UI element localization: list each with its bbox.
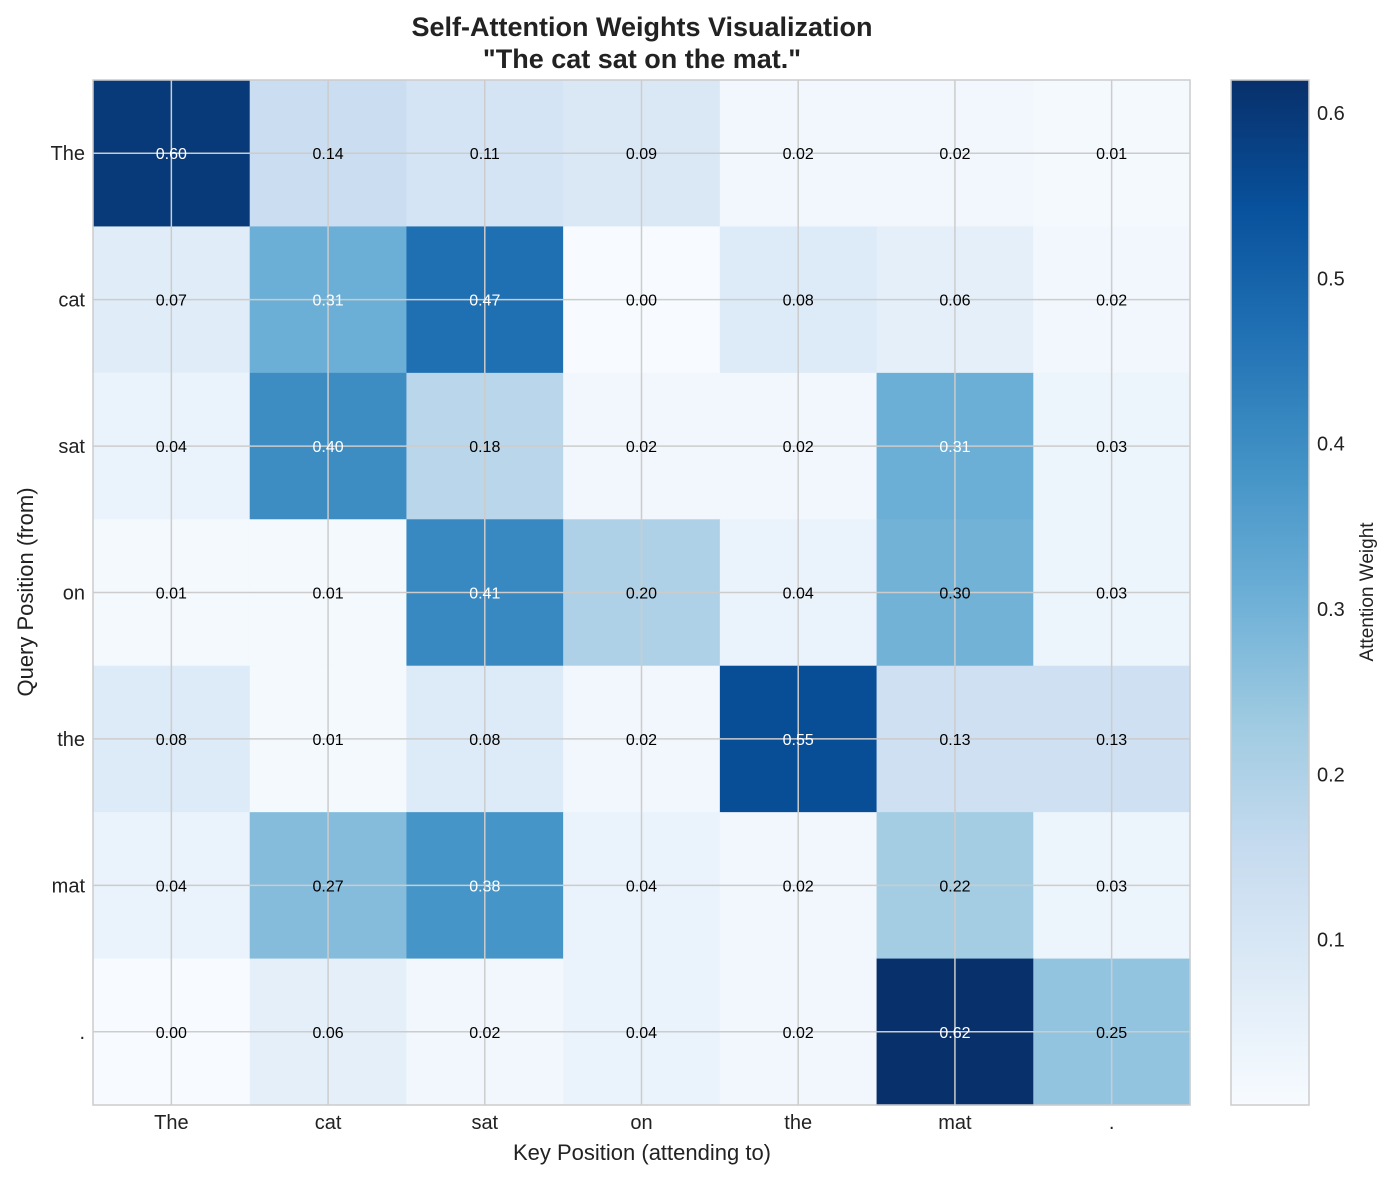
cell-value-label: 0.38 [469,878,500,895]
cell-value-label: 0.04 [783,586,814,603]
cell-value-label: 0.14 [313,146,344,163]
colorbar [1230,79,1310,1106]
y-axis-ticks: The cat sat on the mat. [51,143,86,1044]
colorbar-tick-label: 0.2 [1317,764,1345,786]
cell-value-label: 0.04 [156,439,187,456]
cell-value-label: 0.09 [626,146,657,163]
cell-value-label: 0.03 [1096,586,1127,603]
x-tick-label: mat [938,1112,972,1134]
x-axis-ticks: The cat sat on the mat. [154,1112,1114,1134]
cell-value-label: 0.08 [156,732,187,749]
colorbar-tick-label: 0.6 [1317,103,1345,125]
x-tick-label: cat [315,1112,342,1134]
cell-value-label: 0.03 [1096,439,1127,456]
cell-value-label: 0.11 [470,146,500,163]
cell-value-label: 0.30 [939,586,970,603]
heatmap-cell-labels: 0.60 0.14 0.11 0.09 0.02 0.02 0.01 0.07 0.31 0.47… [156,146,1128,1042]
cell-value-label: 0.13 [1096,732,1127,749]
x-tick-label: on [630,1112,652,1134]
x-tick-label: The [154,1112,188,1134]
cell-value-label: 0.02 [783,146,814,163]
y-tick-label: cat [58,290,85,312]
y-tick-label: the [57,729,85,751]
cell-value-label: 0.02 [626,439,657,456]
cell-value-label: 0.04 [156,878,187,895]
cell-value-label: 0.18 [469,439,500,456]
plot-frame [92,79,1191,1106]
cell-value-label: 0.06 [939,293,970,310]
cell-value-label: 0.41 [469,586,500,603]
cell-value-label: 0.20 [626,586,657,603]
colorbar-tick-label: 0.3 [1317,599,1345,621]
heatmap-grid [93,80,1190,1105]
cell-value-label: 0.62 [939,1025,970,1042]
colorbar-tick-label: 0.1 [1317,930,1345,952]
y-tick-label: sat [58,436,85,458]
cell-value-label: 0.04 [626,1025,657,1042]
chart-subtitle: "The cat sat on the mat." [483,44,801,74]
cell-value-label: 0.31 [313,293,344,310]
cell-value-label: 0.00 [626,293,657,310]
cell-value-label: 0.25 [1096,1025,1127,1042]
cell-value-label: 0.01 [313,732,344,749]
cell-value-label: 0.40 [313,439,344,456]
cell-value-label: 0.06 [313,1025,344,1042]
colorbar-tick-label: 0.4 [1317,434,1345,456]
colorbar-tick-label: 0.5 [1317,268,1345,290]
colorbar-ticks: 0.1 0.2 0.3 0.4 0.5 0.6 [1317,103,1345,952]
cell-value-label: 0.03 [1096,878,1127,895]
x-tick-label: . [1109,1112,1115,1134]
cell-value-label: 0.02 [783,1025,814,1042]
x-axis-label: Key Position (attending to) [513,1140,771,1165]
colorbar-label: Attention Weight [1357,522,1378,662]
chart-title: Self-Attention Weights Visualization [411,12,872,42]
cell-value-label: 0.02 [469,1025,500,1042]
y-tick-label: on [63,583,85,605]
cell-value-label: 0.01 [313,586,344,603]
cell-value-label: 0.02 [783,878,814,895]
cell-value-label: 0.31 [939,439,970,456]
cell-value-label: 0.07 [156,293,187,310]
cell-value-label: 0.02 [626,732,657,749]
cell-value-label: 0.60 [156,146,187,163]
cell-value-label: 0.01 [156,586,187,603]
cell-value-label: 0.02 [1096,293,1127,310]
cell-value-label: 0.00 [156,1025,187,1042]
cell-value-label: 0.13 [939,732,970,749]
y-tick-label: mat [52,875,86,897]
cell-value-label: 0.01 [1096,146,1127,163]
cell-value-label: 0.55 [783,732,814,749]
y-tick-label: . [79,1022,85,1044]
cell-value-label: 0.08 [469,732,500,749]
y-tick-label: The [51,143,85,165]
x-tick-label: sat [471,1112,498,1134]
cell-value-label: 0.22 [939,878,970,895]
cell-value-label: 0.27 [313,878,344,895]
cell-value-label: 0.04 [626,878,657,895]
cell-value-label: 0.47 [469,293,500,310]
y-axis-label: Query Position (from) [13,487,38,696]
cell-value-label: 0.08 [783,293,814,310]
x-tick-label: the [784,1112,812,1134]
cell-value-label: 0.02 [939,146,970,163]
cell-value-label: 0.02 [783,439,814,456]
